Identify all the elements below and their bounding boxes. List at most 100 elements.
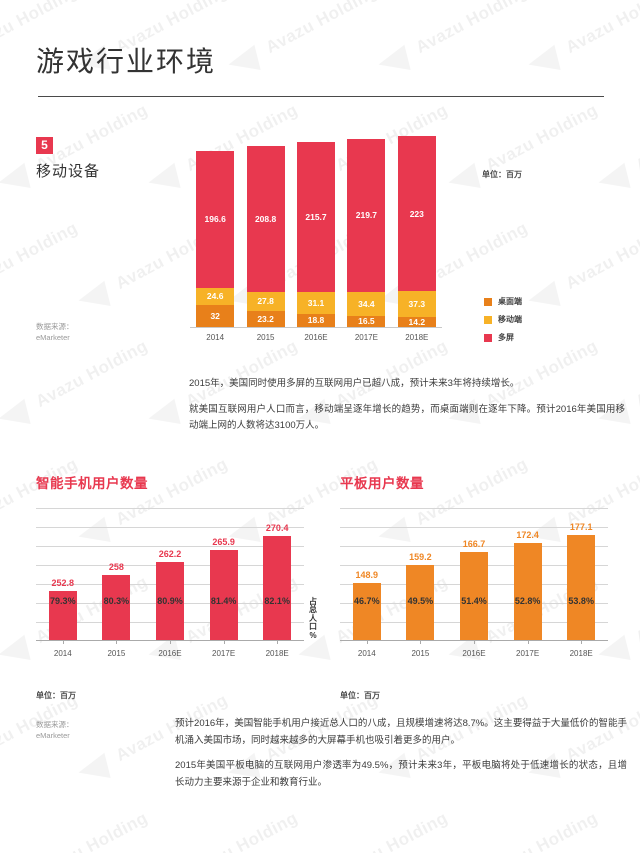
watermark-triangle-icon — [145, 162, 181, 196]
bar: 258 — [102, 562, 131, 640]
stacked-bar-segment: 14.2 — [397, 317, 436, 328]
stacked-bar-segment: 31.1 — [297, 292, 335, 314]
watermark-triangle-icon — [0, 398, 31, 432]
watermark-text: Avazu Holding — [562, 218, 640, 294]
stacked-bar-segment: 37.3 — [397, 291, 436, 318]
bar: 177.1 — [567, 522, 596, 640]
watermark-text: Avazu Holding — [632, 572, 640, 648]
watermark-text: Avazu Holding — [332, 808, 451, 853]
watermark-triangle-icon — [145, 398, 181, 432]
stacked-bar-value-label: 23.2 — [257, 313, 274, 324]
bar: 262.2 — [156, 549, 184, 640]
watermark-triangle-icon — [75, 280, 111, 314]
watermark-text: Avazu Holding — [482, 808, 601, 853]
gridline — [340, 508, 608, 509]
axis-tick — [527, 640, 529, 644]
axis-tick — [366, 640, 368, 644]
percentage-label: 51.4% — [461, 596, 487, 606]
stacked-bar-column: 215.7 31.1 18.8 — [297, 142, 335, 327]
bar-fill — [263, 535, 292, 640]
x-axis-tick-label: 2016E — [462, 649, 486, 658]
legend-item: 桌面端 — [484, 296, 522, 307]
watermark-text: Avazu Holding — [482, 100, 601, 176]
watermark-triangle-icon — [0, 162, 31, 196]
watermark-text: Avazu Holding — [0, 100, 1, 176]
x-axis-tick-label: 2018E — [405, 333, 429, 342]
paragraph-block-top: 2015年，美国同时使用多屏的互联网用户已超八成，预计未来3年将持续增长。 就美国… — [189, 376, 625, 444]
x-axis-tick-label: 2015 — [411, 649, 430, 658]
y-axis-label-char: 占 — [309, 597, 317, 606]
smartphone-y-axis-label: 占总人口% — [307, 597, 319, 640]
tablet-x-axis-labels: 2014 2015 2016E 2017E 2018E — [340, 646, 608, 666]
watermark-text: Avazu Holding — [632, 336, 640, 412]
percentage-label: 80.3% — [103, 596, 130, 606]
body-paragraph: 预计2016年，美国智能手机用户接近总人口的八成，且规模增速将达8.7%。这主要… — [175, 718, 627, 746]
stacked-bar-segment: 34.4 — [347, 291, 386, 316]
stacked-bar-segment: 16.5 — [347, 315, 386, 327]
stacked-bar-segment: 215.7 — [297, 142, 335, 293]
legend-label: 多屏 — [498, 333, 514, 342]
bar-fill — [513, 542, 542, 640]
gridline — [36, 546, 304, 547]
percentage-label: 52.8% — [514, 596, 541, 606]
watermark-triangle-icon — [225, 44, 261, 78]
stacked-bar-segment: 23.2 — [246, 310, 285, 327]
tablet-bar-chart: 148.9 159.2 166.7 172.4 177.1 46.7% 49.5% 51.4%… — [340, 508, 608, 663]
stacked-bar-value-label: 14.2 — [408, 317, 426, 328]
bar-value-label: 270.4 — [265, 522, 289, 533]
watermark-triangle-icon — [525, 44, 561, 78]
watermark-triangle-icon — [0, 634, 31, 668]
stacked-bar-value-label: 31.1 — [307, 298, 325, 309]
bar-fill — [209, 549, 238, 640]
bar-value-label: 265.9 — [212, 536, 235, 547]
stacked-bar-segment: 24.6 — [196, 287, 235, 305]
smartphone-plot-area: 252.8 258 262.2 265.9 270.4 79.3% 80.3% 80.9% 81… — [36, 508, 304, 644]
legend-top: 桌面端 移动端 多屏 — [484, 296, 522, 350]
tablet-plot-area: 148.9 159.2 166.7 172.4 177.1 46.7% 49.5% 51.4%… — [340, 508, 608, 644]
stacked-bar-value-label: 223 — [409, 208, 424, 219]
watermark-text: Avazu Holding — [0, 218, 81, 294]
watermark-text: Avazu Holding — [632, 100, 640, 176]
watermark-triangle-icon — [75, 752, 111, 786]
page-title: 游戏行业环境 — [36, 46, 217, 77]
stacked-bar-value-label: 196.6 — [204, 214, 226, 225]
bar: 159.2 — [406, 552, 435, 640]
stacked-bar-value-label: 27.8 — [257, 296, 274, 307]
legend-item: 多屏 — [484, 332, 522, 343]
bar-value-label: 262.2 — [158, 548, 182, 559]
x-axis-tick-label: 2014 — [53, 649, 72, 658]
section-title: 移动设备 — [36, 163, 101, 180]
stacked-bar-value-label: 32 — [210, 310, 220, 321]
percentage-label: 79.3% — [50, 596, 76, 606]
y-axis-label-char: 口 — [309, 622, 317, 632]
watermark-text: Avazu Holding — [0, 336, 1, 412]
smartphone-chart-title: 智能手机用户数量 — [36, 476, 148, 491]
bar: 270.4 — [263, 523, 292, 640]
bar-fill — [48, 591, 77, 640]
bar: 252.8 — [48, 578, 77, 640]
x-axis-tick-label: 2017E — [516, 649, 540, 658]
y-axis-label-char: 人 — [309, 613, 317, 623]
bar-value-label: 148.9 — [355, 569, 379, 580]
stacked-bar-value-label: 24.6 — [206, 291, 224, 302]
x-axis-tick-label: 2017E — [354, 333, 378, 342]
bar-fill — [102, 574, 131, 640]
legend-label: 桌面端 — [498, 297, 522, 306]
watermark-text: Avazu Holding — [0, 808, 1, 853]
stacked-bar-value-label: 208.8 — [254, 213, 277, 224]
bar-value-label: 252.8 — [51, 578, 75, 589]
stacked-bar-segment: 196.6 — [196, 150, 235, 288]
bar-fill — [460, 552, 488, 640]
x-axis-tick-label: 2016E — [158, 649, 182, 658]
bar: 148.9 — [352, 570, 381, 640]
gridline — [36, 527, 304, 528]
watermark-text: Avazu Holding — [0, 572, 1, 648]
bar-fill — [567, 534, 596, 640]
bar: 166.7 — [460, 539, 488, 640]
bar-value-label: 166.7 — [462, 539, 486, 550]
percentage-label: 46.7% — [354, 596, 380, 606]
stacked-bar-segment: 208.8 — [246, 146, 285, 292]
source-note-top: 数据来源： eMarketer — [36, 322, 74, 344]
x-axis-tick-label: 2015 — [107, 649, 126, 658]
